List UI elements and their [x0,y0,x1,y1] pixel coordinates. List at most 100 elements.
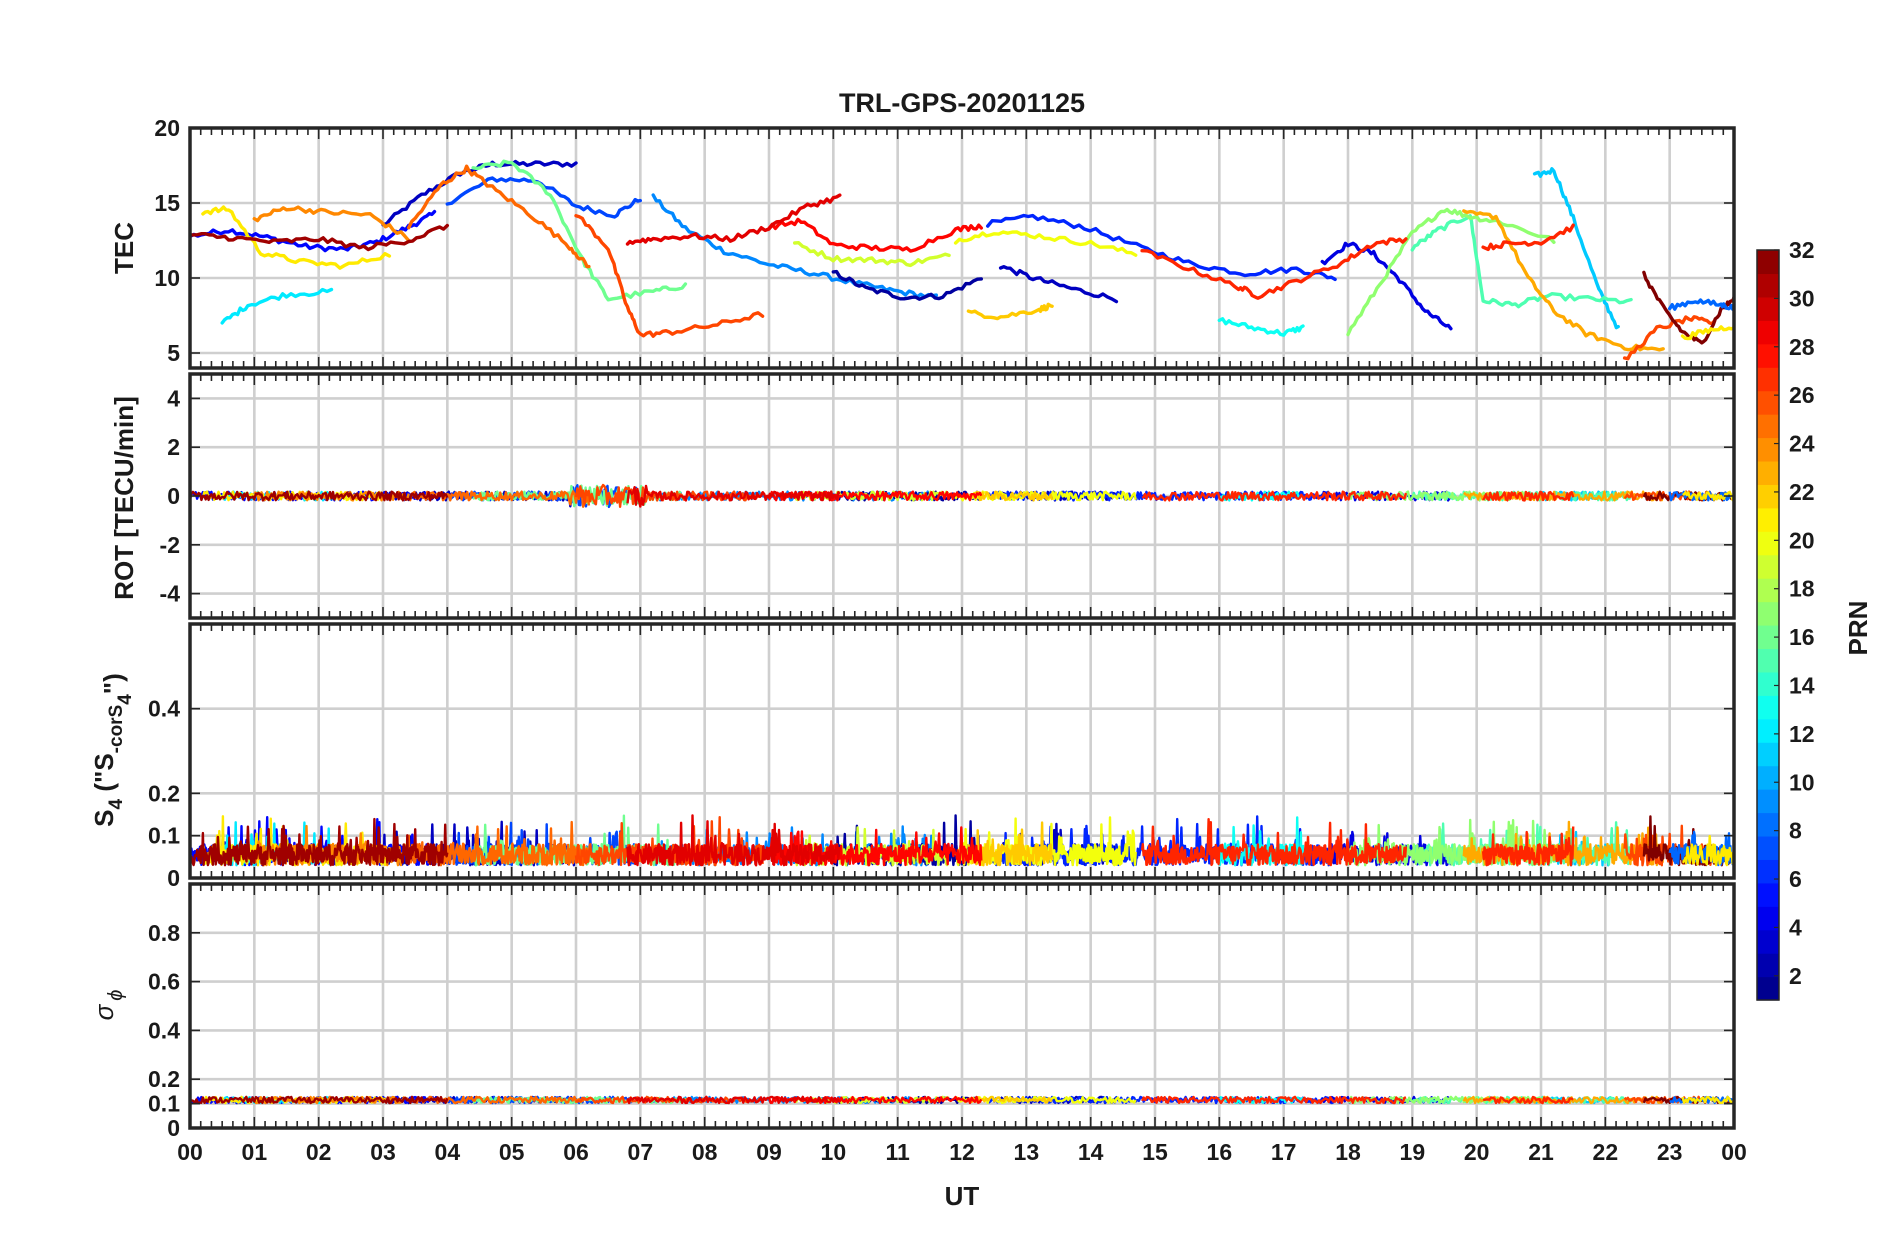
tec-series-prn-25 [407,164,591,269]
tec-series-prn-28 [767,217,983,253]
colorbar-segment [1757,507,1779,532]
sigma-traces [190,1095,1734,1105]
x-tick-label: 06 [563,1139,589,1165]
y-tick-label: 0.1 [148,823,180,849]
y-tick-label: 0.2 [148,780,180,806]
colorbar-segment [1757,906,1779,931]
tec-series-prn-4 [1320,241,1453,331]
colorbar-segment [1757,976,1779,1001]
tec-series-prn-26 [574,214,765,338]
x-tick-label: 20 [1464,1139,1490,1165]
colorbar-tick-label: 32 [1789,237,1815,263]
colorbar-tick-label: 22 [1789,479,1815,505]
sigma-series-prn-27 [1482,1095,1574,1105]
colorbar-tick-label: 2 [1789,963,1802,989]
colorbar-segment [1757,671,1779,696]
y-tick-label: -4 [160,581,181,607]
chart-title: TRL-GPS-20201125 [839,88,1085,118]
colorbar-tick-label: 4 [1789,914,1802,940]
rot-series-prn-22 [967,490,1054,502]
rot-series-prn-27 [1141,490,1408,502]
s4-series-prn-27 [1140,818,1408,867]
x-tick-label: 07 [628,1139,654,1165]
y-axis-label-s4: S4 ("S-corS44") [89,673,136,827]
y-tick-label: 0.4 [148,1017,180,1043]
x-tick-label: 13 [1014,1139,1040,1165]
x-tick-label: 23 [1657,1139,1683,1165]
colorbar-tick-label: 30 [1789,285,1815,311]
colorbar-segment [1757,953,1779,978]
colorbar-segment [1757,531,1779,556]
colorbar-segment [1757,695,1779,720]
tec-series-prn-23 [1462,209,1665,352]
tec-series-prn-22 [966,302,1054,321]
tec-series-prn-27 [1481,223,1575,252]
x-tick-label: 15 [1142,1139,1168,1165]
colorbar-label: PRN [1843,601,1873,656]
tec-series-prn-20 [953,230,1138,257]
colorbar-tick-label: 10 [1789,769,1815,795]
tec-series-prn-5 [190,209,437,253]
colorbar-segment [1757,765,1779,790]
tec-traces [190,159,1734,361]
x-tick-label: 09 [756,1139,782,1165]
x-tick-label: 05 [499,1139,525,1165]
y-tick-label: 4 [167,385,180,411]
y-tick-label: 0.2 [148,1066,180,1092]
colorbar-segment [1757,859,1779,884]
s4-series-prn-27 [1481,826,1575,867]
x-tick-label: 11 [886,1139,911,1165]
tec-series-prn-29 [625,193,842,246]
y-tick-label: 0.4 [148,696,180,722]
sigma-series-prn-29 [626,1095,841,1105]
x-tick-label: 19 [1400,1139,1426,1165]
y-axis-label-tec: TEC [109,222,139,274]
rot-series-prn-29 [626,484,841,508]
tec-series-prn-13 [1217,317,1305,337]
x-tick-label: 08 [692,1139,718,1165]
y-tick-label: 2 [167,434,180,460]
colorbar-segment [1757,390,1779,415]
x-tick-label: 01 [242,1139,268,1165]
y-tick-label: 0 [167,865,180,891]
sigma-series-prn-15 [1411,1095,1632,1105]
colorbar-segment [1757,882,1779,907]
x-tick-label: 18 [1335,1139,1361,1165]
sigma-series-prn-21 [1681,1095,1734,1104]
s4-series-prn-29 [626,814,841,867]
y-axis-label-sigma: σϕ [89,990,127,1021]
colorbar-segment [1757,554,1779,579]
x-tick-label: 04 [435,1139,461,1165]
s4-series-prn-22 [967,821,1054,867]
tec-series-prn-2 [831,269,983,301]
x-tick-labels: 00 01 02 03 04 05 06 07 08 09 10 11 12 13 14 15 16 17 18 19… [177,1139,1747,1165]
colorbar-tick-label: 16 [1789,624,1815,650]
tec-series-prn-21 [201,205,392,270]
colorbar-segment [1757,742,1779,767]
colorbar-segment [1757,648,1779,673]
colorbar-segment [1757,250,1779,275]
tec-series-prn-12 [220,287,334,325]
colorbar-segment [1757,625,1779,650]
x-tick-label: 00 [177,1139,203,1165]
colorbar-tick-label: 12 [1789,721,1815,747]
tec-series-prn-31 [190,223,449,252]
y-tick-label: 5 [167,340,180,366]
rot-series-prn-27 [1482,490,1575,502]
y-tick-label: 20 [154,115,180,141]
colorbar-tick-label: 26 [1789,382,1815,408]
tec-series-prn-27 [1140,237,1408,300]
tec-series-prn-19 [793,241,951,268]
tick-marks [189,127,1735,1129]
x-tick-label: 22 [1593,1139,1619,1165]
rot-series-prn-31 [190,490,449,502]
colorbar-tick-label: 28 [1789,334,1815,360]
rot-series-prn-8 [1668,490,1734,502]
colorbar-segment [1757,578,1779,603]
s4-traces [190,814,1734,867]
tec-series-prn-17 [1346,207,1556,337]
colorbar-tick-label: 24 [1789,431,1815,457]
sigma-series-prn-31 [190,1095,449,1105]
